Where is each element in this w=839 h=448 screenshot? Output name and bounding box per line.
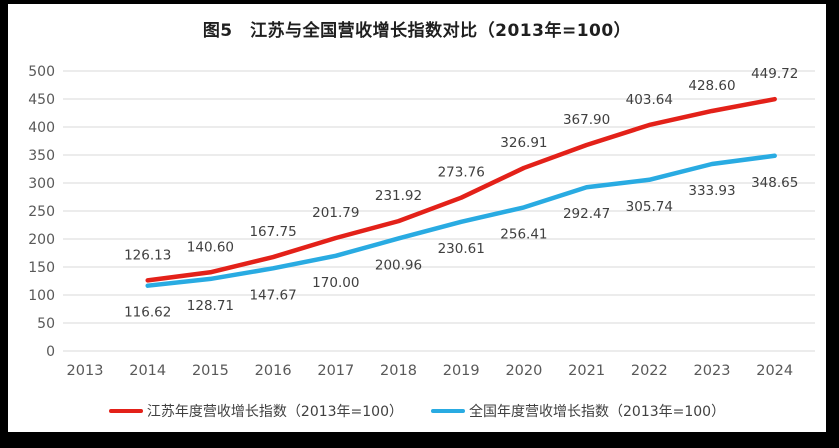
y-axis-tick-label: 100 bbox=[28, 288, 55, 304]
data-label: 201.79 bbox=[312, 205, 359, 221]
x-axis-tick-label: 2018 bbox=[380, 363, 417, 379]
legend-item-jiangsu: 江苏年度营收增长指数（2013年=100） bbox=[108, 401, 403, 421]
x-axis-tick-label: 2024 bbox=[756, 363, 793, 379]
data-label: 126.13 bbox=[124, 247, 171, 263]
data-label: 333.93 bbox=[688, 183, 735, 199]
y-axis-tick-label: 450 bbox=[28, 92, 55, 108]
series-line-0 bbox=[145, 96, 777, 283]
chart-frame: 图5 江苏与全国营收增长指数对比（2013年=100） 0 50 100 150 200… bbox=[8, 4, 826, 432]
data-label: 326.91 bbox=[500, 135, 547, 151]
data-label: 230.61 bbox=[438, 241, 485, 257]
y-axis-tick-label: 350 bbox=[28, 148, 55, 164]
y-axis-tick-label: 300 bbox=[28, 176, 55, 192]
x-axis-tick-label: 2013 bbox=[67, 363, 104, 379]
y-axis-tick-label: 150 bbox=[28, 260, 55, 276]
data-label: 140.60 bbox=[187, 239, 234, 255]
chart-title: 图5 江苏与全国营收增长指数对比（2013年=100） bbox=[202, 21, 632, 41]
data-label: 200.96 bbox=[375, 257, 422, 273]
x-axis-tick-label: 2022 bbox=[631, 363, 668, 379]
x-axis-tick-label: 2014 bbox=[129, 363, 166, 379]
x-axis-tick-label: 2019 bbox=[443, 363, 480, 379]
data-label: 170.00 bbox=[312, 275, 359, 291]
data-label: 116.62 bbox=[124, 305, 171, 321]
data-label: 231.92 bbox=[375, 188, 422, 204]
legend-label-jiangsu: 江苏年度营收增长指数（2013年=100） bbox=[146, 404, 403, 420]
x-axis-tick-label: 2017 bbox=[317, 363, 354, 379]
y-axis-tick-label: 500 bbox=[28, 64, 55, 80]
x-axis-tick-label: 2021 bbox=[568, 363, 605, 379]
y-axis-tick-label: 0 bbox=[46, 344, 55, 360]
data-label: 167.75 bbox=[249, 224, 296, 240]
data-label: 348.65 bbox=[751, 175, 798, 191]
jiangsu-line-swatch-icon bbox=[108, 409, 143, 413]
data-label: 273.76 bbox=[438, 165, 485, 181]
data-label: 128.71 bbox=[187, 298, 234, 314]
data-label: 403.64 bbox=[626, 92, 673, 108]
x-axis-tick-label: 2020 bbox=[505, 363, 542, 379]
data-label: 256.41 bbox=[500, 226, 547, 242]
x-axis-tick-label: 2023 bbox=[694, 363, 731, 379]
legend-item-national: 全国年度营收增长指数（2013年=100） bbox=[431, 401, 725, 421]
line-chart-plot: 0 50 100 150 200 250 300 350 400 450 500 2013 2014 20… bbox=[28, 64, 815, 379]
national-line-swatch-icon bbox=[431, 409, 465, 413]
series-line-1 bbox=[145, 153, 777, 288]
y-axis-tick-label: 400 bbox=[28, 120, 55, 136]
x-axis-tick-label: 2016 bbox=[255, 363, 292, 379]
chart-legend: 江苏年度营收增长指数（2013年=100） 全国年度营收增长指数（2013年=1… bbox=[8, 401, 826, 421]
data-label: 292.47 bbox=[563, 206, 610, 222]
data-label: 305.74 bbox=[626, 199, 673, 215]
y-axis-tick-label: 50 bbox=[37, 316, 55, 332]
data-label: 367.90 bbox=[563, 112, 610, 128]
x-axis-tick-label: 2015 bbox=[192, 363, 229, 379]
data-label: 147.67 bbox=[249, 287, 296, 303]
data-label: 428.60 bbox=[688, 78, 735, 94]
y-axis-tick-label: 250 bbox=[28, 204, 55, 220]
data-label: 449.72 bbox=[751, 66, 798, 82]
legend-label-national: 全国年度营收增长指数（2013年=100） bbox=[469, 404, 726, 420]
y-axis-tick-label: 200 bbox=[28, 232, 55, 248]
